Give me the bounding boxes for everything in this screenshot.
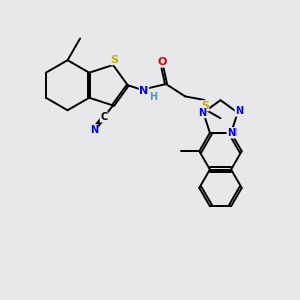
Text: O: O xyxy=(158,57,167,67)
Text: S: S xyxy=(201,101,209,111)
Text: N: N xyxy=(227,128,235,138)
Text: C: C xyxy=(100,112,107,122)
Text: N: N xyxy=(139,85,148,95)
Text: H: H xyxy=(150,92,158,102)
Text: N: N xyxy=(229,128,237,138)
Text: N: N xyxy=(90,124,98,135)
Text: S: S xyxy=(110,55,118,65)
Text: N: N xyxy=(235,106,243,116)
Text: N: N xyxy=(198,108,206,118)
